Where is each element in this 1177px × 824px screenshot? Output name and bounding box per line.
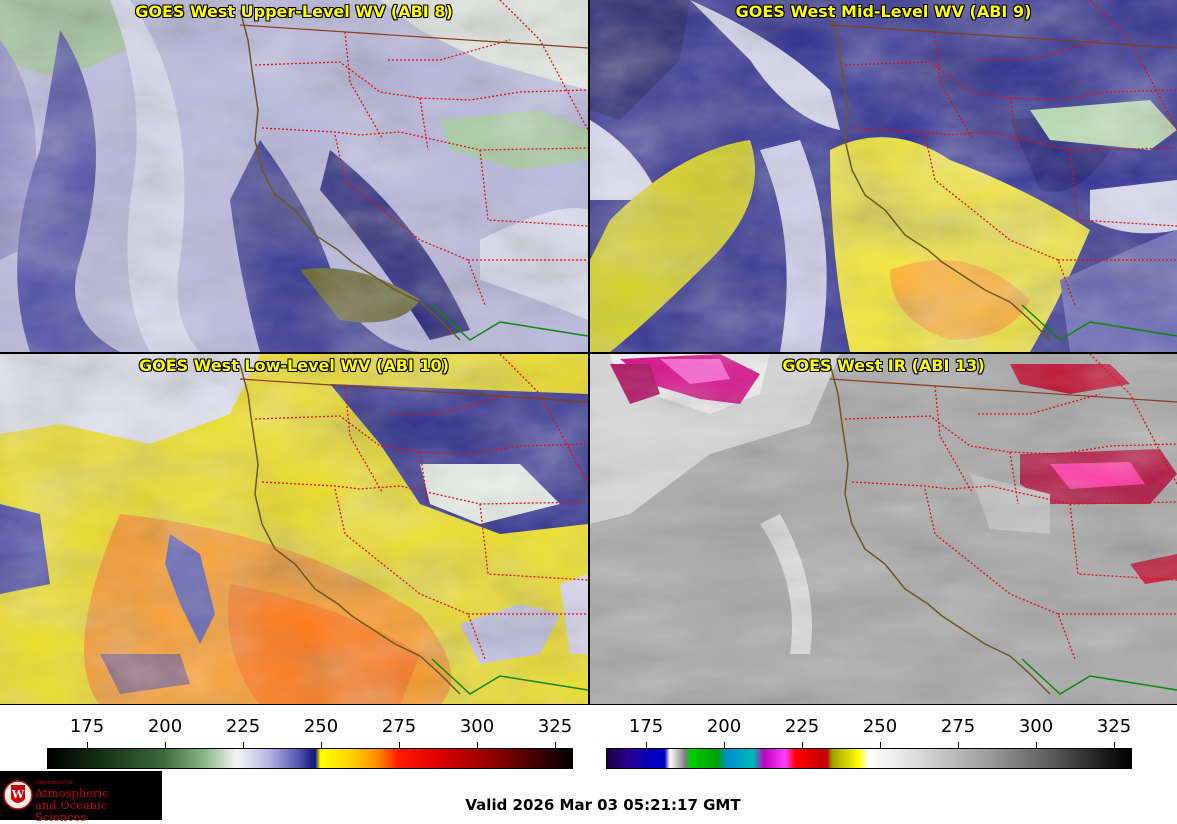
wv-tick-label: 325 bbox=[537, 716, 573, 737]
panel-title: GOES West Low-Level WV (ABI 10) bbox=[138, 356, 449, 375]
logo-dept-text: Department of bbox=[36, 780, 73, 786]
wv-tick-label: 275 bbox=[381, 716, 417, 737]
ir-tick-label: 200 bbox=[706, 716, 742, 737]
panel-title: GOES West Upper-Level WV (ABI 8) bbox=[135, 2, 453, 21]
wv-colorbar bbox=[47, 748, 573, 769]
wv-tick-label: 225 bbox=[225, 716, 261, 737]
ir-tick-label: 225 bbox=[784, 716, 820, 737]
valid-time: Valid 2026 Mar 03 05:21:17 GMT bbox=[465, 796, 741, 814]
panel-mid-level-wv: GOES West Mid-Level WV (ABI 9) bbox=[590, 0, 1177, 352]
panel-title: GOES West Mid-Level WV (ABI 9) bbox=[735, 2, 1032, 21]
panel-low-level-wv: GOES West Low-Level WV (ABI 10) bbox=[0, 354, 588, 705]
wv-tick-label: 175 bbox=[69, 716, 105, 737]
wv-tick-label: 200 bbox=[147, 716, 183, 737]
ir-image bbox=[590, 354, 1177, 705]
low-level-wv-image bbox=[0, 354, 588, 705]
wv-tick-label: 250 bbox=[303, 716, 339, 737]
logo-line1: Atmospheric bbox=[35, 786, 109, 800]
logo-name-text: Atmospheric and Oceanic Sciences bbox=[35, 787, 162, 823]
ir-tick-label: 175 bbox=[628, 716, 664, 737]
ir-tick-label: 325 bbox=[1096, 716, 1132, 737]
ir-tick-label: 300 bbox=[1018, 716, 1054, 737]
ir-tick-label: 250 bbox=[862, 716, 898, 737]
ir-colorbar bbox=[606, 748, 1132, 769]
wv-colorbar-ticks: 175 200 225 250 275 300 325 bbox=[47, 716, 572, 748]
panel-title: GOES West IR (ABI 13) bbox=[782, 356, 985, 375]
uw-seal-letter: W bbox=[11, 788, 25, 801]
panel-divider-horizontal bbox=[0, 352, 1177, 354]
logo-line2: and Oceanic Sciences bbox=[35, 798, 108, 824]
wv-tick-label: 300 bbox=[459, 716, 495, 737]
image-bottom-border bbox=[0, 704, 1177, 705]
ir-tick-label: 275 bbox=[940, 716, 976, 737]
mid-level-wv-image bbox=[590, 0, 1177, 352]
uw-seal-icon: W bbox=[3, 780, 33, 810]
upper-level-wv-image bbox=[0, 0, 588, 352]
ir-colorbar-ticks: 175 200 225 250 275 300 325 bbox=[606, 716, 1131, 748]
panel-ir: GOES West IR (ABI 13) bbox=[590, 354, 1177, 705]
aos-logo: W Department of Atmospheric and Oceanic … bbox=[0, 771, 162, 823]
panel-upper-level-wv: GOES West Upper-Level WV (ABI 8) bbox=[0, 0, 588, 352]
